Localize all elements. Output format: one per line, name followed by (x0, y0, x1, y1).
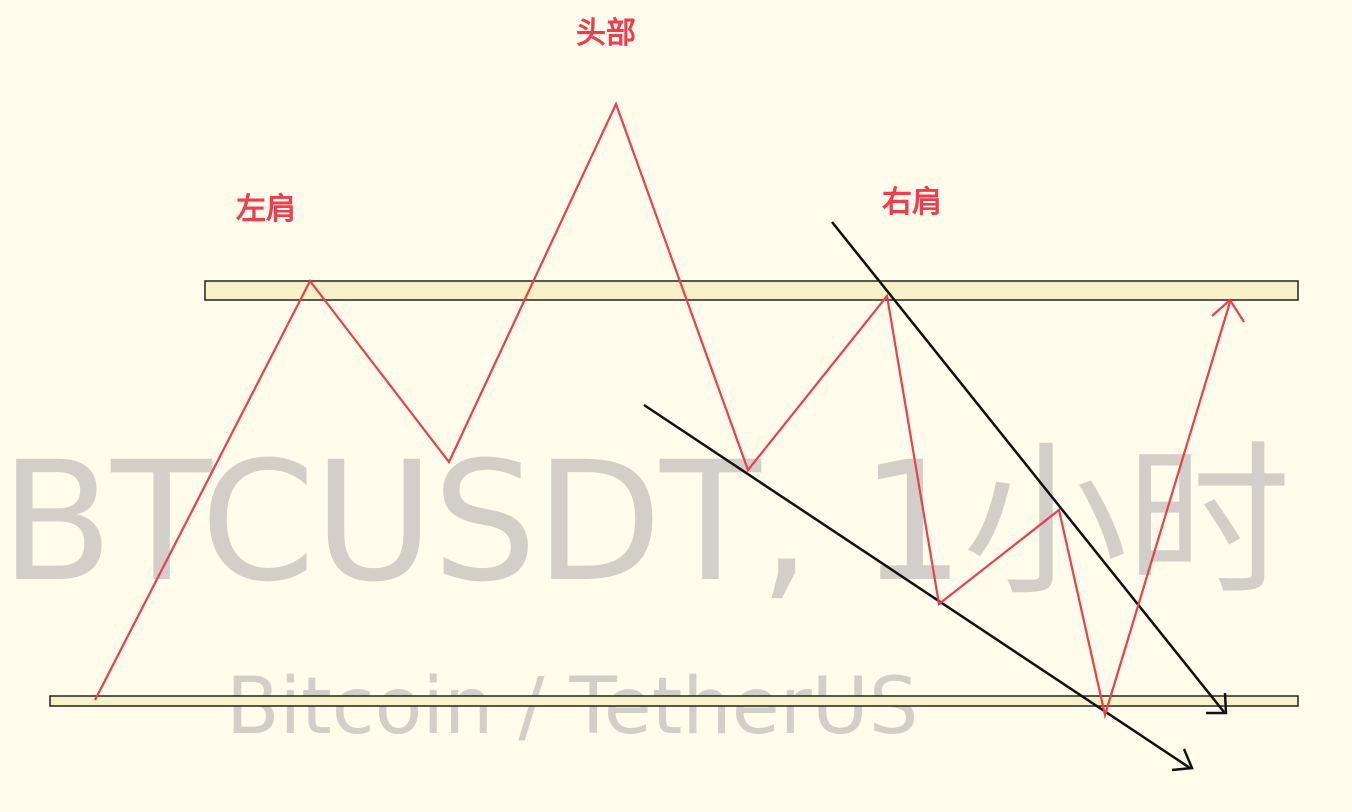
upper-trend-arrowhead (1206, 692, 1228, 715)
price-path (94, 101, 1232, 720)
head-label: 头部 (576, 16, 636, 51)
neckline-zone (204, 280, 1299, 301)
upper-trend-line (831, 221, 1225, 713)
price-arrowhead (1211, 298, 1245, 323)
lower-trend-line (643, 403, 1191, 770)
lower-trend-arrowhead (1171, 748, 1194, 772)
support-zone (49, 695, 1299, 707)
pair-watermark: Bitcoin / TetherUS (226, 662, 919, 752)
right-shoulder-label: 右肩 (882, 185, 942, 220)
left-shoulder-label: 左肩 (236, 192, 296, 227)
